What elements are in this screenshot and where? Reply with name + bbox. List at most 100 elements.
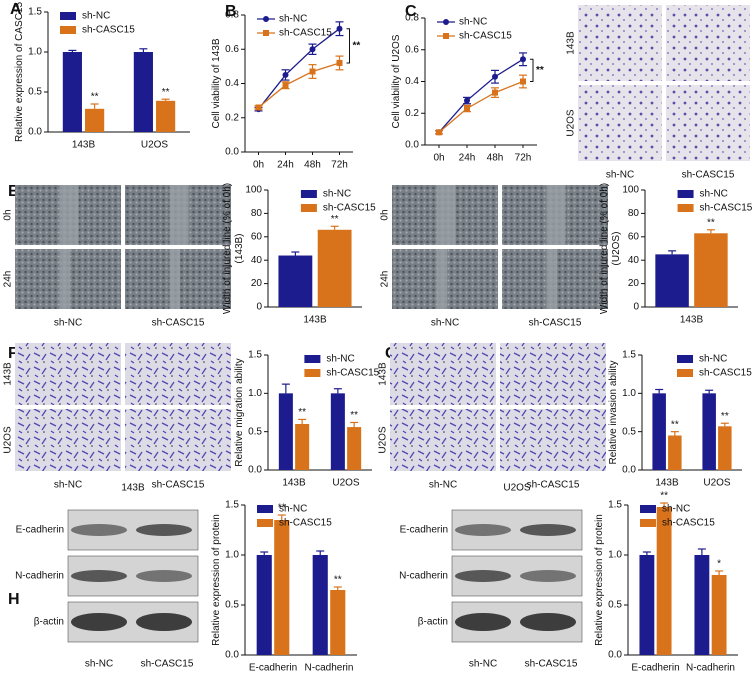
blot-band [520,524,576,536]
blot-band [136,613,192,631]
column-label: sh-CASC15 [529,318,582,329]
y-tick-label: 0.0 [405,140,419,151]
row-label: E-cadherin [400,525,448,536]
significance: ** [707,217,715,228]
micrograph [390,409,496,471]
wound-gap [169,185,189,245]
y-tick-label: 0.5 [225,600,239,611]
panel-letter: A [10,1,22,18]
x-tick-label: 48h [304,160,321,171]
y-tick-label: 60 [628,231,640,242]
blot-band [71,570,127,582]
marker [309,68,316,75]
y-tick-label: 0.0 [248,465,262,476]
y-axis-label: (143B) [234,233,245,263]
panel-letter: F [8,345,18,362]
micrograph [500,409,606,471]
blot-band [455,524,511,536]
micrograph [500,343,606,405]
column-label: sh-NC [85,659,113,670]
row-label: U2OS [3,426,14,454]
y-axis-label: (U2OS) [611,232,622,266]
bar [62,52,82,132]
marker [464,105,470,112]
legend-swatch [640,505,656,513]
column-label: sh-NC [431,318,459,329]
marker [520,56,526,63]
y-tick-label: 0.0 [608,650,622,661]
y-tick-label: 0.6 [225,44,239,55]
legend-label: sh-NC [326,354,354,365]
blot-band [455,613,511,631]
bar [133,52,153,132]
blot-band [520,613,576,631]
legend-label: sh-NC [699,354,727,365]
line [438,58,524,133]
annotation: ** [353,40,361,51]
y-tick-label: 0.8 [225,10,239,21]
blot-band [136,524,192,536]
y-tick-label: 1.0 [248,388,262,399]
row-label: U2OS [378,426,389,454]
legend-swatch [60,26,76,34]
y-tick-label: 0.2 [225,112,239,123]
y-tick-label: 0.5 [622,426,636,437]
legend-label: sh-CASC15 [662,518,715,529]
bar [278,255,313,307]
marker [492,89,498,96]
marker [282,82,289,89]
wound-gap [59,185,79,245]
legend-label: sh-NC [82,11,110,22]
legend-label: sh-NC [700,189,728,200]
blot-band [71,524,127,536]
legend-label: sh-CASC15 [699,368,752,379]
bar [330,590,346,655]
blot-title: 143B [121,483,145,494]
legend-label: sh-CASC15 [279,518,332,529]
y-tick-label: 1.0 [225,550,239,561]
significance: ** [671,419,679,430]
y-tick-label: 1.5 [608,500,622,511]
y-tick-label: 1.5 [225,500,239,511]
legend-swatch [677,369,693,377]
wound-gap [59,249,71,309]
micrograph [578,85,662,161]
wound-gap [436,185,456,245]
panel-letter: C [405,3,417,20]
significance: ** [660,491,668,502]
y-tick-label: 1.0 [608,550,622,561]
x-tick-label: 48h [487,153,504,164]
significance: ** [278,503,286,514]
column-label: sh-NC [606,170,634,181]
micrograph [390,343,496,405]
x-tick-label: 143B [303,315,327,326]
row-label: β-actin [34,617,64,628]
bar [655,254,689,307]
wound-gap [436,249,448,309]
annotation: ** [536,65,544,76]
panel-letter: E [8,183,19,200]
legend-marker [443,19,449,25]
x-tick-label: 143B [282,478,306,489]
column-label: sh-CASC15 [682,170,735,181]
legend-swatch [677,190,694,198]
y-tick-label: 0 [633,302,639,313]
column-label: sh-NC [469,659,497,670]
legend-swatch [257,519,273,527]
x-tick-label: E-cadherin [249,663,297,674]
panel-letter: H [8,591,20,608]
y-tick-label: 0.5 [28,87,42,98]
y-tick-label: 0.6 [405,44,419,55]
row-label: N-cadherin [15,571,64,582]
y-axis-label: Width of injured line (% of 0h) [222,183,233,314]
marker [520,78,526,85]
significance: ** [298,407,306,418]
legend-label: sh-NC [323,189,351,200]
bar [330,393,345,470]
significance: ** [350,410,358,421]
x-tick-label: 24h [459,153,476,164]
y-tick-label: 1.5 [248,350,262,361]
row-label: U2OS [566,109,577,137]
